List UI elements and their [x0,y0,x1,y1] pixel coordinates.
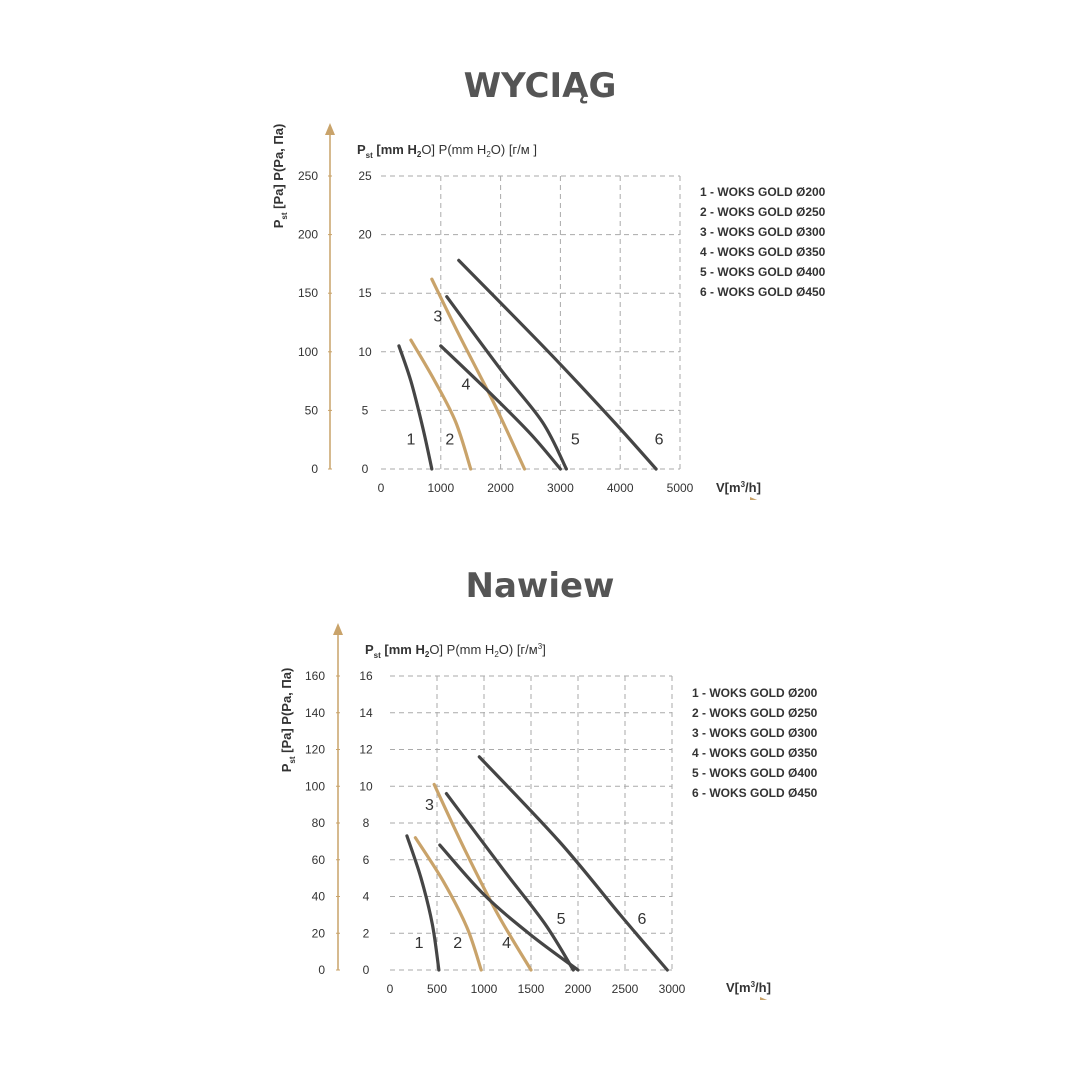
y-tick-label-pa: 60 [312,853,326,867]
x-tick-label: 1000 [427,481,454,495]
y-tick-label-mmh2o: 10 [358,345,372,359]
curve-label-3: 3 [433,308,442,325]
x-axis-arrow-head [750,497,758,500]
y-tick-label-mmh2o: 25 [358,169,372,183]
y-tick-label-mmh2o: 0 [363,963,370,977]
curve-2 [409,338,473,471]
chart-title-wyciag: WYCIĄG [463,66,617,106]
legend-entry: 4 - WOKS GOLD Ø350 [700,245,826,259]
legend-entry: 3 - WOKS GOLD Ø300 [700,225,826,239]
x-axis-label: V[m3/h] [716,480,761,495]
curve-5 [444,792,575,972]
y-tick-label-mmh2o: 2 [363,926,370,940]
y-tick-label-pa: 50 [305,403,319,417]
curve-3 [430,277,527,471]
curve-6 [457,258,658,471]
y-tick-label-pa: 80 [312,816,326,830]
y-tick-label-pa: 160 [305,669,325,683]
y-tick-label-pa: 0 [311,462,318,476]
y-tick-label-mmh2o: 4 [363,890,370,904]
y-tick-label-pa: 120 [305,743,325,757]
y-axis-label-mmh2o: Pst [mm H2O] P(mm H2O) [г/м3] [365,642,546,660]
y-tick-label-pa: 100 [305,779,325,793]
curve-4 [438,843,580,972]
legend-entry: 1 - WOKS GOLD Ø200 [700,185,826,199]
y-tick-label-pa: 20 [312,926,326,940]
curve-label-3: 3 [425,797,434,814]
curve-1 [397,344,434,471]
curve-2 [413,836,483,972]
curve-label-4: 4 [502,935,511,952]
x-tick-label: 1000 [471,982,498,996]
x-tick-label: 1500 [518,982,545,996]
legend-entry: 2 - WOKS GOLD Ø250 [692,706,818,720]
curve-1 [405,834,441,972]
legend-entry: 6 - WOKS GOLD Ø450 [692,786,818,800]
legend-entry: 4 - WOKS GOLD Ø350 [692,746,818,760]
legend-entry: 1 - WOKS GOLD Ø200 [692,686,818,700]
x-tick-label: 500 [427,982,447,996]
y-tick-label-pa: 40 [312,890,326,904]
curve-label-1: 1 [406,431,415,448]
x-tick-label: 0 [387,982,394,996]
y-tick-label-mmh2o: 6 [363,853,370,867]
curve-4 [439,344,562,471]
curve-3 [432,782,533,972]
x-tick-label: 2500 [612,982,639,996]
curve-label-1: 1 [415,935,424,952]
y-tick-label-mmh2o: 5 [362,403,369,417]
curve-6 [477,755,669,972]
y-axis-label-mmh2o: Pst [mm H2O] P(mm H2O) [г/м ] [357,142,537,160]
legend-entry: 6 - WOKS GOLD Ø450 [700,285,826,299]
legend-entry: 3 - WOKS GOLD Ø300 [692,726,818,740]
x-axis-arrow-head [760,997,768,1000]
y-tick-label-pa: 150 [298,286,318,300]
x-tick-label: 4000 [607,481,634,495]
y-axis-arrow-head [325,123,335,135]
y-tick-label-mmh2o: 8 [363,816,370,830]
curve-label-4: 4 [461,376,470,393]
y-tick-label-mmh2o: 12 [359,743,373,757]
y-tick-label-mmh2o: 0 [362,462,369,476]
y-tick-label-mmh2o: 20 [358,228,372,242]
y-tick-label-mmh2o: 10 [359,779,373,793]
y-tick-label-pa: 200 [298,228,318,242]
x-tick-label: 2000 [487,481,514,495]
curve-label-6: 6 [655,431,664,448]
y-axis-arrow-head [333,623,343,635]
chart-nawiew: 0 500 1000 1500 2000 2500 30000246810121416020… [279,623,818,1000]
x-tick-label: 0 [378,481,385,495]
curve-label-5: 5 [557,911,566,928]
y-tick-label-pa: 140 [305,706,325,720]
y-tick-label-pa: 100 [298,345,318,359]
y-axis-label-pa: Pst [Pa] P(Pa, Па) [279,668,297,773]
y-tick-label-mmh2o: 15 [358,286,372,300]
x-tick-label: 3000 [659,982,686,996]
x-axis-label: V[m3/h] [726,980,771,995]
y-tick-label-pa: 250 [298,169,318,183]
legend-entry: 5 - WOKS GOLD Ø400 [692,766,818,780]
y-tick-label-pa: 0 [318,963,325,977]
curve-label-2: 2 [445,431,454,448]
y-tick-label-mmh2o: 14 [359,706,373,720]
chart-title-nawiew: Nawiew [465,566,615,606]
x-tick-label: 5000 [667,481,694,495]
chart-wyciag: 0 1000 2000 3000 4000 50000510152025050100150… [271,123,826,500]
legend-entry: 5 - WOKS GOLD Ø400 [700,265,826,279]
curve-label-5: 5 [571,431,580,448]
curve-label-2: 2 [453,935,462,952]
curve-label-6: 6 [637,911,646,928]
y-axis-label-pa: Pst [Pa] P(Pa, Па) [271,124,289,229]
curve-5 [445,295,568,471]
legend-entry: 2 - WOKS GOLD Ø250 [700,205,826,219]
y-tick-label-mmh2o: 16 [359,669,373,683]
x-tick-label: 2000 [565,982,592,996]
x-tick-label: 3000 [547,481,574,495]
